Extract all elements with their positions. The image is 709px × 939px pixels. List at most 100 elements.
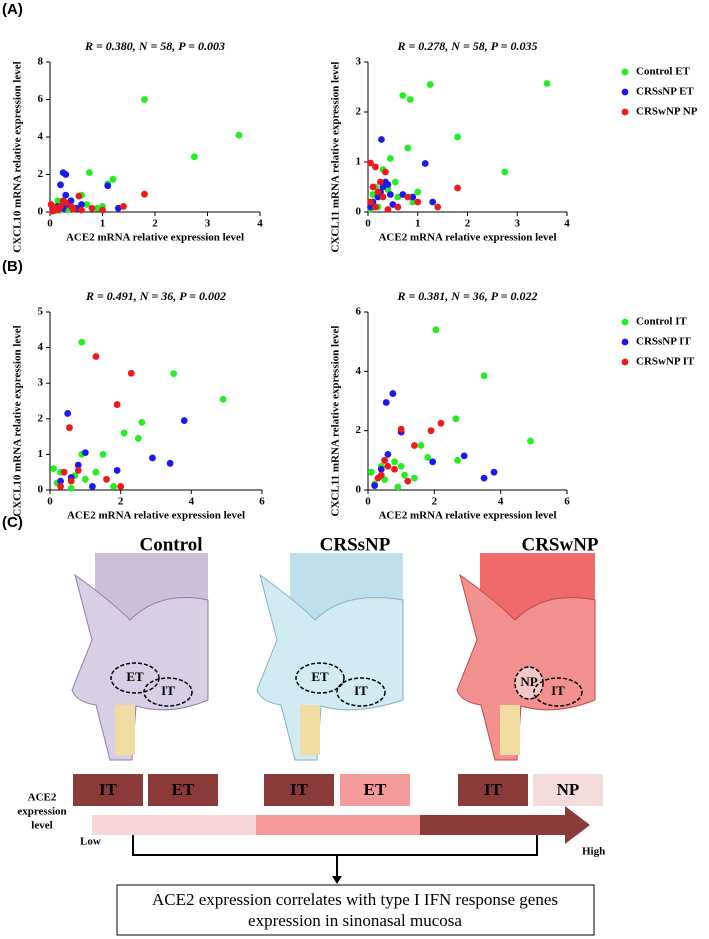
point [114, 204, 122, 212]
point [379, 193, 387, 201]
y-tick-label: 1 [356, 156, 362, 168]
high-label: High [582, 846, 605, 858]
point [382, 399, 390, 406]
point [93, 204, 101, 212]
legend-swatch [621, 318, 629, 326]
point [99, 451, 107, 458]
y-tick-label: 5 [38, 306, 44, 318]
point [67, 484, 75, 492]
point [141, 190, 148, 198]
point [409, 193, 417, 201]
point [424, 453, 432, 461]
x-tick-label: 4 [189, 496, 195, 508]
axis-label: ACE2 [28, 792, 57, 804]
point [501, 168, 509, 176]
arrow-head [332, 876, 342, 884]
point [99, 206, 106, 214]
point [454, 456, 461, 464]
point [382, 168, 389, 176]
point [367, 159, 374, 167]
point [66, 424, 73, 432]
point [110, 483, 117, 490]
tissue-box [340, 774, 410, 806]
conclusion-box [116, 884, 595, 936]
point [543, 80, 551, 87]
legend-label: Control ET [636, 66, 691, 78]
point [437, 419, 445, 427]
point [109, 175, 117, 183]
point [460, 452, 468, 460]
point [85, 169, 93, 177]
x-tick-label: 4 [498, 496, 504, 508]
point [421, 160, 429, 167]
point [374, 188, 382, 196]
point [384, 206, 392, 213]
point [454, 133, 461, 141]
point [490, 468, 498, 476]
point [377, 465, 385, 473]
arrow-segment [256, 815, 420, 835]
point [92, 468, 100, 476]
x-tick-label: 4 [257, 218, 263, 230]
region-label: ET [126, 669, 144, 684]
region-label: ET [311, 669, 329, 684]
x-tick-label: 3 [515, 218, 521, 230]
point [74, 467, 82, 474]
x-axis-label: ACE2 mRNA relative expression level [66, 232, 244, 244]
point [429, 198, 437, 206]
panel-label: (C) [2, 514, 23, 531]
point [62, 171, 70, 178]
point [54, 206, 62, 214]
chart-title: R = 0.491, N = 36, P = 0.002 [85, 289, 226, 303]
point [89, 483, 96, 490]
point [378, 136, 385, 143]
point [81, 449, 89, 457]
point [64, 410, 72, 417]
point [480, 474, 488, 482]
point [50, 465, 57, 473]
point [527, 437, 534, 445]
point [92, 353, 100, 360]
point [404, 477, 412, 485]
point [117, 483, 125, 490]
point [78, 338, 86, 346]
arrow-segment [420, 815, 565, 835]
point [120, 202, 127, 210]
tissue-box [458, 774, 528, 806]
x-tick-label: 0 [365, 496, 371, 508]
point [190, 153, 198, 161]
point [134, 434, 142, 442]
point [235, 131, 243, 139]
group-title: CRSwNP [521, 534, 598, 555]
tissue-box [73, 774, 143, 806]
point [406, 96, 414, 103]
point [62, 191, 70, 199]
point [417, 442, 425, 449]
legend-label: CRSwNP NP [636, 106, 698, 118]
point [60, 468, 68, 476]
point [399, 92, 407, 99]
arrow-head [565, 806, 590, 844]
legend-label: CRSsNP ET [636, 86, 694, 98]
point [372, 163, 379, 171]
y-tick-label: 2 [356, 424, 362, 436]
point [78, 201, 85, 208]
y-tick-label: 3 [356, 56, 362, 68]
point [391, 178, 399, 186]
point [83, 201, 91, 208]
x-axis-label: ACE2 mRNA relative expression level [67, 510, 245, 522]
y-tick-label: 1 [38, 448, 44, 460]
point [57, 477, 64, 485]
x-tick-label: 4 [564, 218, 570, 230]
point [384, 451, 392, 458]
point [434, 203, 442, 211]
point [367, 198, 374, 206]
point [78, 206, 85, 214]
group-title: Control [140, 534, 203, 555]
conclusion: expression in sinonasal mucosa [248, 911, 462, 930]
region-label: IT [354, 683, 368, 698]
legend-swatch [621, 108, 629, 116]
y-tick-label: 0 [38, 484, 44, 496]
point [394, 203, 402, 211]
